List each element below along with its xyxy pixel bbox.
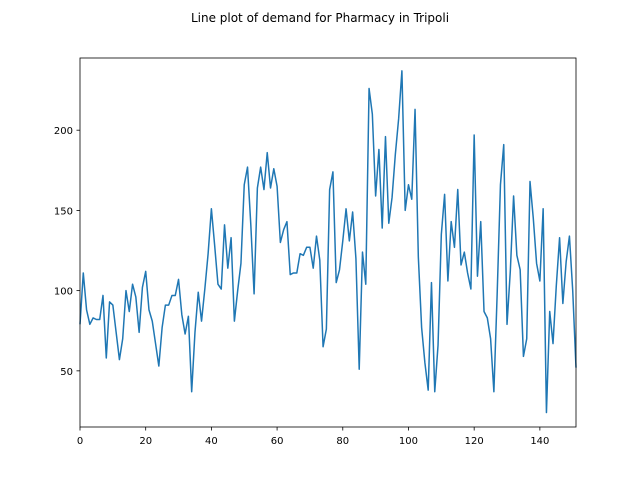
x-tick-label: 80 [336, 436, 349, 447]
x-tick-label: 100 [399, 436, 418, 447]
plot-frame [79, 57, 577, 428]
x-tick-label: 0 [77, 436, 83, 447]
x-tick-label: 140 [530, 436, 549, 447]
x-tick-label: 60 [271, 436, 284, 447]
x-tick-label: 40 [205, 436, 218, 447]
y-tick-label: 200 [54, 126, 73, 137]
y-tick-label: 50 [60, 367, 73, 378]
x-tick-label: 20 [139, 436, 152, 447]
y-tick-label: 150 [54, 206, 73, 217]
x-tick-label: 120 [465, 436, 484, 447]
axis-ticks: 0 20 40 60 80 100 120 140 50 100 150 200 [54, 126, 550, 447]
chart-title: Line plot of demand for Pharmacy in Trip… [191, 11, 449, 25]
y-tick-label: 100 [54, 287, 73, 298]
series-line [79, 70, 577, 414]
